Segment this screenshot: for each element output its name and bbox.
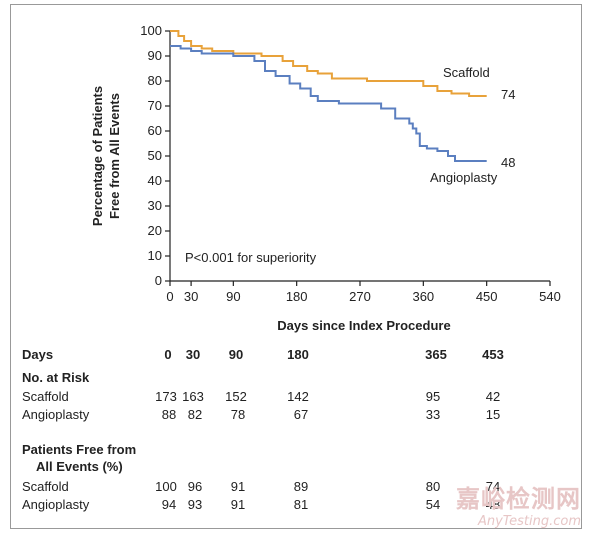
x-tick-label: 30	[184, 289, 198, 304]
risk-value: 142	[287, 389, 309, 404]
series-end-value-angioplasty: 48	[501, 155, 515, 170]
y-tick-label: 50	[148, 148, 162, 163]
x-tick-label: 450	[476, 289, 498, 304]
y-tick-label: 90	[148, 48, 162, 63]
risk-value: 88	[161, 407, 177, 422]
risk-value: 82	[187, 407, 203, 422]
x-tick-label: 90	[226, 289, 240, 304]
days-value: 0	[164, 347, 172, 362]
free-section-title-line1: Patients Free from	[22, 442, 137, 457]
days-row-label: Days	[22, 347, 54, 362]
free-row-label: Scaffold	[22, 479, 69, 494]
risk-value: 67	[293, 407, 309, 422]
km-chart: 0 10 20 30 40 50 60 70 80 90 100 0 30 90 180 270 360 450…	[90, 23, 561, 333]
series-label-scaffold: Scaffold	[443, 65, 490, 80]
y-axis-title-line2: Free from All Events	[107, 93, 122, 219]
series-group	[170, 30, 487, 162]
free-row-label: Angioplasty	[22, 497, 90, 512]
y-tick-label: 0	[155, 273, 162, 288]
y-tick-label: 40	[148, 173, 162, 188]
free-value: 89	[293, 479, 309, 494]
days-value: 90	[228, 347, 244, 362]
watermark-en: AnyTesting.com	[477, 514, 581, 529]
series-end-value-scaffold: 74	[501, 87, 515, 102]
x-axis-title: Days since Index Procedure	[277, 318, 450, 333]
free-section-title-line2: All Events (%)	[36, 459, 123, 474]
x-tick-label: 360	[412, 289, 434, 304]
x-tick-label: 270	[349, 289, 371, 304]
p-value-annotation: P<0.001 for superiority	[185, 250, 317, 265]
x-tick-label: 180	[286, 289, 308, 304]
risk-value: 173	[155, 389, 177, 404]
days-value: 30	[185, 347, 201, 362]
series-line-angioplasty	[170, 45, 487, 162]
risk-value: 15	[485, 407, 501, 422]
free-value: 54	[425, 497, 441, 512]
risk-value: 33	[425, 407, 441, 422]
y-tick-label: 100	[140, 23, 162, 38]
series-line-scaffold	[170, 30, 487, 97]
free-value: 80	[425, 479, 441, 494]
free-value: 91	[230, 479, 246, 494]
risk-value: 78	[230, 407, 246, 422]
risk-value: 95	[425, 389, 441, 404]
risk-value: 152	[225, 389, 247, 404]
y-axis-title-line1: Percentage of Patients	[90, 86, 105, 226]
risk-row-label: Angioplasty	[22, 407, 90, 422]
y-ticks: 0 10 20 30 40 50 60 70 80 90 100	[140, 23, 170, 288]
x-ticks: 0 30 90 180 270 360 450 540	[166, 281, 561, 304]
x-tick-label: 540	[539, 289, 561, 304]
y-tick-label: 30	[148, 198, 162, 213]
free-value: 74	[485, 479, 501, 494]
x-tick-label: 0	[166, 289, 173, 304]
watermark-cn: 嘉峪检测网	[456, 485, 581, 513]
free-value: 93	[187, 497, 203, 512]
y-tick-label: 80	[148, 73, 162, 88]
y-tick-label: 10	[148, 248, 162, 263]
free-value: 91	[230, 497, 246, 512]
days-value: 180	[287, 347, 309, 362]
y-tick-label: 20	[148, 223, 162, 238]
watermark: 嘉峪检测网 AnyTesting.com	[456, 479, 581, 529]
y-tick-label: 70	[148, 98, 162, 113]
free-value: 100	[155, 479, 177, 494]
free-value: 96	[187, 479, 203, 494]
days-value: 453	[482, 347, 504, 362]
risk-row-label: Scaffold	[22, 389, 69, 404]
free-value: 48	[485, 497, 501, 512]
days-value: 365	[425, 347, 447, 362]
y-tick-label: 60	[148, 123, 162, 138]
free-value: 81	[293, 497, 309, 512]
risk-section-title: No. at Risk	[22, 370, 90, 385]
series-label-angioplasty: Angioplasty	[430, 170, 498, 185]
risk-value: 42	[485, 389, 501, 404]
risk-value: 163	[182, 389, 204, 404]
free-value: 94	[161, 497, 177, 512]
figure-frame	[10, 4, 582, 529]
